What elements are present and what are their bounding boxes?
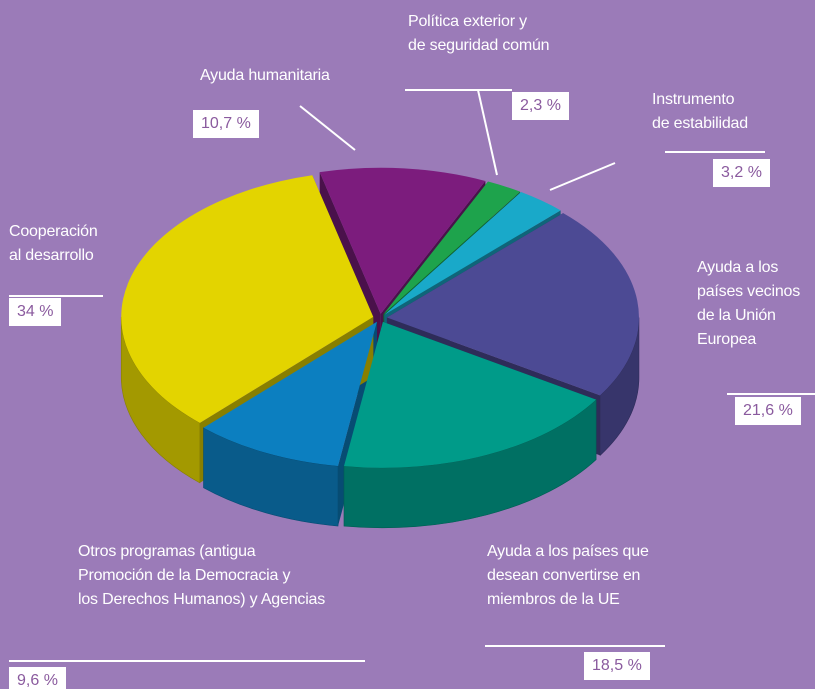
slice [203,321,377,467]
leader-line [299,105,356,151]
slice [121,175,374,423]
slice-label: Instrumento de estabilidad [652,91,748,132]
leader-lines [9,89,815,662]
slice [319,167,486,314]
value-label: 34 % [9,298,62,326]
value-label: 9,6 % [9,667,66,689]
slice-label: Ayuda humanitaria [200,67,330,84]
slice-label: Otros programas (antigua Promoción de la… [78,543,326,608]
leader-line [549,162,616,191]
slice-label: Ayuda a los países vecinos de la Unión E… [697,259,801,348]
value-label: 18,5 % [584,652,650,680]
leader-line [477,89,498,176]
slice-label: Ayuda a los países que desean convertirs… [487,543,649,608]
slice [343,321,597,468]
value-label: 10,7 % [193,110,259,138]
slice [383,181,521,315]
value-label: 2,3 % [512,92,569,120]
slice-label: Cooperación al desarrollo [9,223,98,264]
value-label: 21,6 % [735,397,801,425]
slice [384,192,561,315]
slice-label: Política exterior y de seguridad común [408,13,550,54]
value-label: 3,2 % [713,159,770,187]
slice [386,213,639,396]
